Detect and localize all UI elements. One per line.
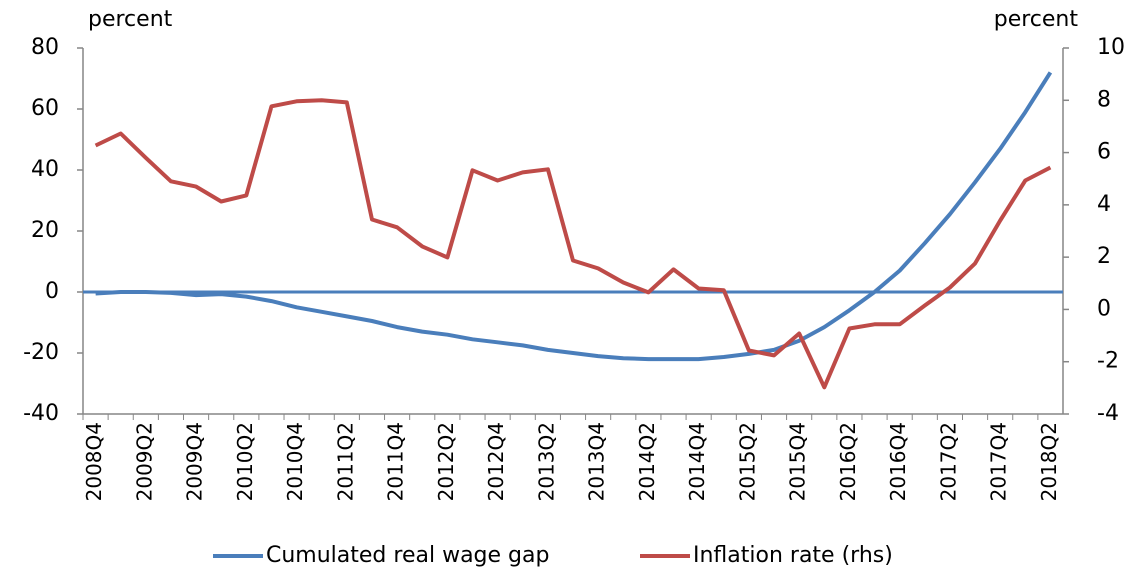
y-axis-label: percent [88,7,173,32]
y2-tick-label: 6 [1097,140,1111,165]
x-tick-label: 2010Q4 [283,422,307,501]
x-tick-label: 2018Q2 [1037,422,1061,501]
y-tick-label: 60 [31,96,59,121]
x-tick-label: 2014Q2 [635,422,659,501]
series-line [95,71,1053,362]
x-tick-label: 2013Q2 [534,422,558,501]
x-tick-label: 2014Q4 [685,422,709,501]
y-tick-label: -40 [23,401,59,426]
x-tick-label: 2009Q4 [183,422,207,501]
x-tick-label: 2011Q2 [333,422,357,501]
x-tick-label: 2010Q2 [233,422,257,501]
y-tick-label: 20 [31,218,59,243]
x-tick-label: 2017Q4 [987,422,1011,501]
y2-tick-label: 10 [1097,35,1125,60]
y2-tick-label: -4 [1097,401,1119,426]
x-tick-label: 2011Q4 [384,422,408,501]
y2-tick-label: 0 [1097,296,1111,321]
y2-tick-label: 8 [1097,87,1111,112]
x-tick-label: 2012Q2 [434,422,458,501]
x-tick-label: 2015Q4 [786,422,810,501]
x-tick-label: 2017Q2 [936,422,960,501]
legend-label: Cumulated real wage gap [266,543,549,568]
y-tick-label: 40 [31,157,59,182]
y2-tick-label: 4 [1097,192,1111,217]
legend-label: Inflation rate (rhs) [693,543,893,568]
x-tick-label: 2013Q4 [585,422,609,501]
series-line [94,98,1052,390]
y2-tick-label: 2 [1097,244,1111,269]
x-tick-label: 2015Q2 [735,422,759,501]
x-tick-label: 2012Q4 [484,422,508,501]
y-tick-label: 0 [45,279,59,304]
x-tick-label: 2008Q4 [82,422,106,501]
y-tick-label: 80 [31,35,59,60]
x-tick-label: 2016Q2 [836,422,860,501]
y2-axis-label: percent [994,7,1079,32]
y2-tick-label: -2 [1097,349,1119,374]
x-tick-label: 2016Q4 [886,422,910,501]
x-tick-label: 2009Q2 [132,422,156,501]
y-tick-label: -20 [23,340,59,365]
